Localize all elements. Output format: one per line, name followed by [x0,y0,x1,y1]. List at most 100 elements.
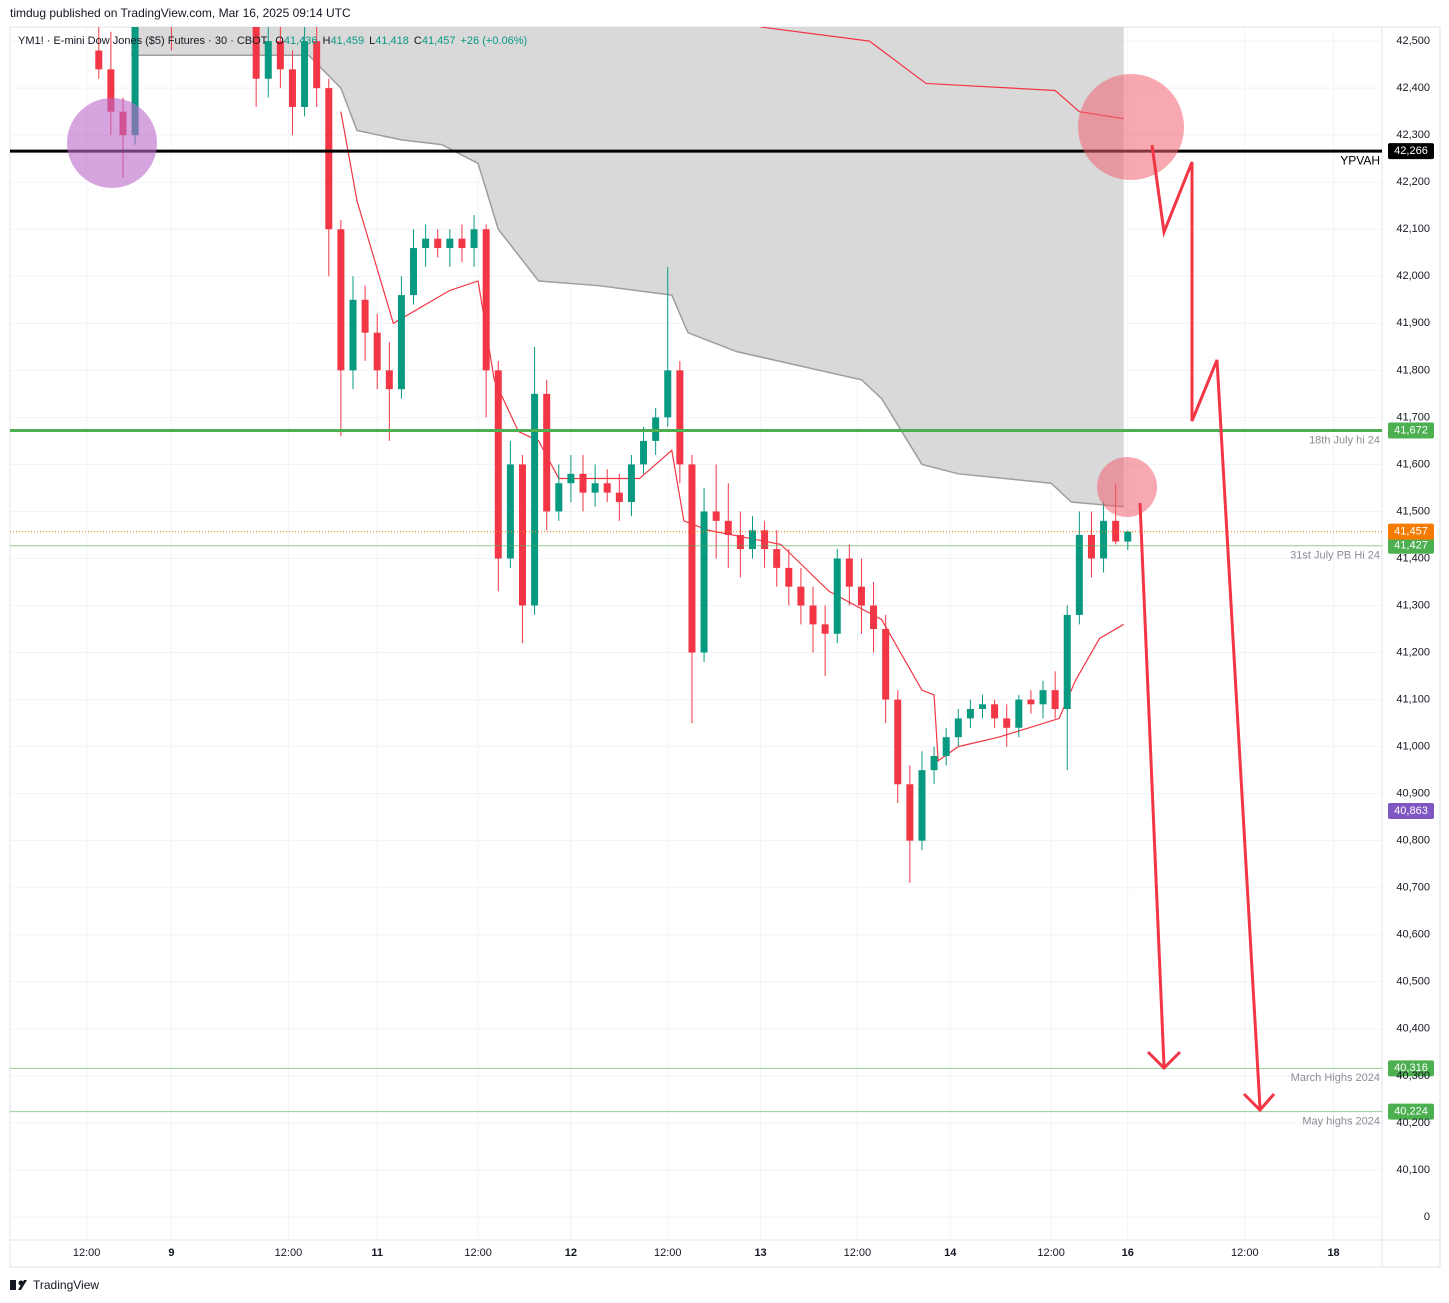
price-badge [1388,1103,1434,1120]
candle-body [95,50,103,70]
candle-body [688,464,696,653]
candle-body [845,558,853,587]
candle-layer [95,0,1132,884]
y-tick-label: 40,800 [1396,835,1430,847]
change: +26 (+0.06%) [460,35,527,47]
price-badge-label: 40,316 [1394,1062,1428,1074]
y-tick-label: 41,100 [1396,693,1430,705]
candle-body [615,492,623,503]
candle-body [809,605,817,625]
level-name: March Highs 2024 [1291,1072,1380,1084]
candle-body [470,229,478,249]
ohlc-key: O [275,35,284,47]
annotations [67,74,1276,1113]
candle-body [991,704,999,719]
candle-body [458,238,466,249]
price-badge [1388,537,1434,554]
candle-body [979,704,987,709]
candle-body [1124,531,1132,542]
candle-body [1112,520,1120,542]
candle-body [797,586,805,606]
y-tick-label: 41,200 [1396,646,1430,658]
arrow-head [1146,1050,1182,1071]
y-tick-label: 41,700 [1396,411,1430,423]
y-tick-label: 40,200 [1396,1117,1430,1129]
ohlc-key: L [369,35,375,47]
y-tick-label: 40,300 [1396,1070,1430,1082]
y-tick-label: 42,200 [1396,176,1430,188]
price-badge-label: 42,266 [1394,145,1428,157]
candle-body [1087,534,1095,559]
candle-body [337,229,345,371]
candle-body [1039,690,1047,705]
candle-body [567,473,575,484]
axes: 0 40,100 40,200 40,300 40,400 40,500 40,600 40,… [73,35,1430,1259]
arrow-head [1242,1092,1276,1113]
candle-body [1075,534,1083,615]
price-badge [1388,803,1434,820]
candle-body [821,624,829,634]
cloud-layer [131,27,1124,508]
ohlc-value: 41,459 [330,35,364,47]
candle-body [1003,718,1011,728]
x-tick-label: 12:00 [1231,1247,1259,1259]
candle-body [397,295,405,390]
candle-body [882,629,890,700]
publish-note: timdug published on TradingView.com, Mar… [10,6,351,20]
candle-body [676,370,684,465]
candle-body [954,718,962,738]
candle-body [410,248,418,296]
ohlc-key: H [322,35,330,47]
candle-body [1100,520,1108,559]
highlight-circle [67,98,157,188]
candle-body [543,393,551,512]
x-tick-label: 16 [1122,1247,1134,1259]
candle-body [131,27,139,136]
y-tick-label: 41,400 [1396,552,1430,564]
candle-body [603,483,611,493]
y-tick-label: 40,500 [1396,976,1430,988]
y-tick-label: 40,100 [1396,1164,1430,1176]
y-tick-label: 40,900 [1396,788,1430,800]
candle-body [518,464,526,606]
candle-body [325,88,333,230]
y-tick-label: 42,000 [1396,270,1430,282]
candle-body [494,370,502,559]
price-badge-label: 40,863 [1394,805,1428,817]
candle-body [700,511,708,653]
highlight-circle [1078,74,1184,180]
cloud-edge [131,54,1124,508]
candle-body [506,464,514,559]
price-badge [1388,143,1434,160]
candle-body [773,549,781,568]
candle-body [591,483,599,493]
x-tick-label: 12:00 [654,1247,682,1259]
candle-body [966,708,974,719]
price-badge-label: 41,427 [1394,540,1428,552]
candle-body [857,586,865,606]
candle-body [579,473,587,493]
candle-body [276,41,284,70]
candle-body [241,0,248,3]
candle-body [1027,699,1035,705]
candle-body [482,229,490,371]
x-tick-label: 12 [565,1247,577,1259]
y-tick-label: 40,400 [1396,1023,1430,1035]
candle-body [712,511,720,521]
candle-body [1063,614,1071,709]
candle-body [313,41,321,89]
candle-body [736,534,744,550]
candle-body [724,520,732,535]
candle-body [288,69,296,107]
grid [10,27,1382,1240]
y-tick-label: 40,700 [1396,882,1430,894]
x-tick-label: 11 [371,1247,383,1259]
ohlc-value: 41,457 [422,35,456,47]
candle-body [894,699,902,785]
price-badge-label: 41,672 [1394,424,1428,436]
y-tick-label: 42,500 [1396,35,1430,47]
candle-body [627,464,635,503]
ohlc-value: 41,418 [375,35,409,47]
